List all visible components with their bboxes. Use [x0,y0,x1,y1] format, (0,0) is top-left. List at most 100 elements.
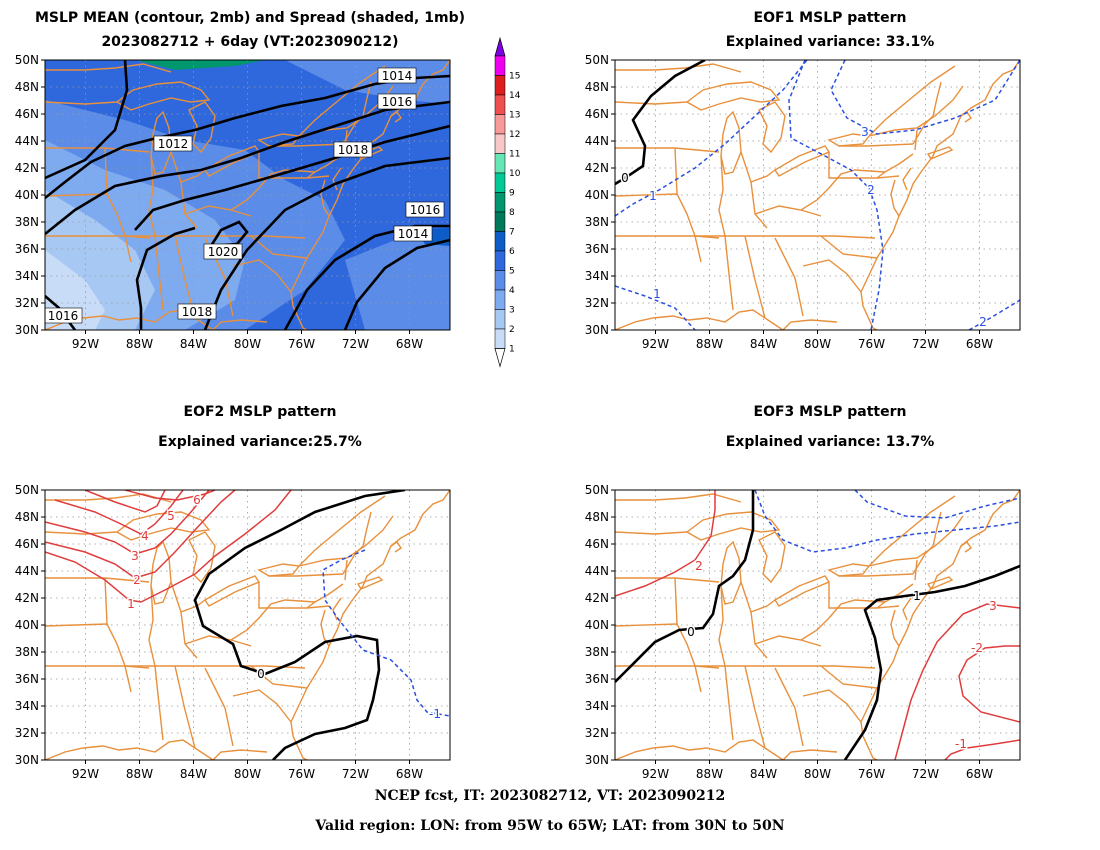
lat-tick-label: 36N [585,672,609,686]
lon-tick-label: 92W [642,337,669,351]
contour-label: -1 [955,737,967,751]
lon-tick-label: 80W [234,337,261,351]
colorbar-swatch [494,55,506,76]
lon-tick-label: 72W [912,337,939,351]
contour-label: 1012 [158,137,189,151]
contour-line [45,100,450,236]
contour-line [958,645,1020,723]
contour-line [788,60,884,330]
map-panel-2: 0 1 1 2 2 3 50N 48N 46N 44N 42N 40N 38N 36N 34N 32N 30N 9… [585,53,1021,351]
contour-line [45,490,210,555]
colorbar-label: 5 [509,267,515,277]
contour-label: 0 [687,625,695,639]
lon-tick-label: 84W [750,337,777,351]
colorbar-label: 9 [509,189,515,199]
lon-tick-label: 88W [126,337,153,351]
contour-label: 3 [861,125,869,139]
contour-line [134,124,450,231]
contour-label: 2 [133,573,141,587]
colorbar-label: 15 [509,72,520,82]
lon-tick-label: 76W [288,337,315,351]
panel2-title-2: Explained variance: 33.1% [725,34,935,50]
colorbar-swatch [494,192,506,213]
panel4-title-1: EOF3 MSLP pattern [753,404,907,420]
lat-tick-label: 46N [585,537,609,551]
lat-tick-label: 46N [15,107,39,121]
contour-line [193,490,406,760]
lat-tick-label: 40N [585,618,609,632]
lat-tick-label: 38N [15,215,39,229]
lat-tick-label: 34N [585,699,609,713]
lat-tick-label: 38N [585,645,609,659]
lon-tick-label: 88W [696,337,723,351]
contour-label: 2 [695,559,703,573]
contour-label: 1 [127,597,135,611]
lat-tick-label: 48N [585,80,609,94]
contour-line [830,60,1020,135]
colorbar-swatch [494,250,506,271]
colorbar-label: 6 [509,247,515,257]
lat-tick-label: 40N [15,618,39,632]
lon-tick-label: 84W [750,767,777,781]
lat-tick-label: 30N [585,753,609,767]
panel4-title-2: Explained variance: 13.7% [725,434,935,450]
lat-tick-label: 32N [585,296,609,310]
lat-tick-label: 32N [585,726,609,740]
colorbar-label: 12 [509,130,520,140]
map-panel-1: 1012 1014 1014 1016 1016 1016 1018 1018 1020 50N 4… [15,53,451,351]
lat-tick-label: 44N [15,564,39,578]
colorbar-label: 1 [509,345,515,355]
contour-line [54,490,184,535]
contour-label: 1016 [410,203,441,217]
lat-tick-label: 34N [15,699,39,713]
colorbar-top-arrow [494,36,506,57]
colorbar-swatch [494,309,506,330]
contour-lines [45,60,450,330]
contour-line [203,156,450,330]
contour-label: 1018 [182,305,213,319]
panel1-title-1: MSLP MEAN (contour, 2mb) and Spread (sha… [35,10,465,26]
contour-lines [45,490,450,760]
lon-tick-label: 76W [858,767,885,781]
contour-label: 1014 [382,69,413,83]
contour-label: 1016 [48,309,79,323]
colorbar-label: 10 [509,169,521,179]
lat-tick-label: 50N [585,53,609,67]
contour-label: 1 [653,287,661,301]
lat-tick-label: 46N [585,107,609,121]
lon-tick-label: 92W [72,767,99,781]
colorbar-label: 14 [509,91,521,101]
contour-label: 1 [913,589,921,603]
contour-label: 1016 [382,95,413,109]
lat-tick-label: 42N [15,161,39,175]
contour-line [84,490,166,513]
lon-tick-label: 88W [696,767,723,781]
grid-lines [615,490,1020,760]
lon-tick-label: 68W [396,767,423,781]
contour-line [944,739,1020,760]
lon-tick-label: 92W [72,337,99,351]
contour-label: 3 [989,599,997,613]
contour-line [45,490,292,603]
lat-tick-label: 40N [15,188,39,202]
contour-line [854,490,1020,519]
colorbar-swatch [494,114,506,135]
lon-tick-label: 76W [288,767,315,781]
colorbar-swatch [494,289,506,310]
contour-line [615,60,706,186]
lat-tick-label: 46N [15,537,39,551]
contour-label: 5 [167,509,175,523]
lon-tick-label: 80W [234,767,261,781]
grid-lines [615,60,1020,330]
lat-tick-label: 44N [585,564,609,578]
lon-tick-label: 92W [642,767,669,781]
lon-tick-label: 84W [180,337,207,351]
contour-label: 2 [979,315,987,329]
contour-line [843,564,1020,760]
contour-lines [615,60,1020,330]
lon-tick-label: 88W [126,767,153,781]
contour-lines [615,490,1020,760]
lat-tick-label: 34N [585,269,609,283]
colorbar-bottom-arrow [494,348,506,368]
